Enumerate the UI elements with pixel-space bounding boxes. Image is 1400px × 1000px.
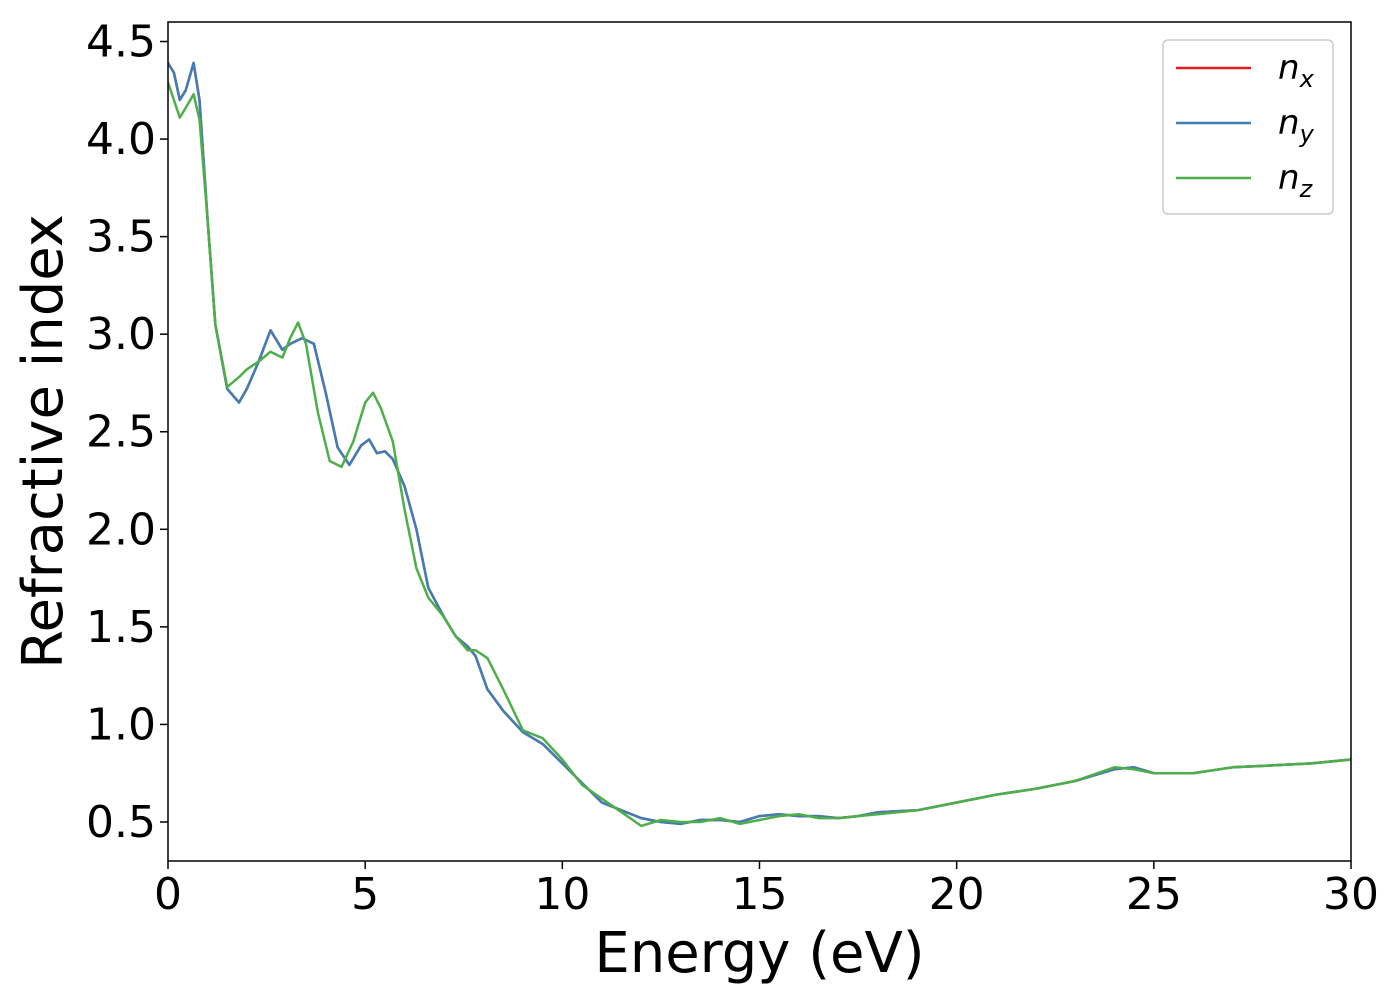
- legend-label-main: n: [1278, 158, 1300, 198]
- y-axis-title: Refractive index: [11, 214, 76, 669]
- y-tick-label: 4.5: [86, 17, 156, 68]
- x-tick-label: 10: [534, 869, 590, 920]
- legend-label-sub: z: [1299, 175, 1314, 203]
- x-tick-label: 25: [1126, 869, 1182, 920]
- y-tick-label: 0.5: [86, 797, 156, 848]
- y-tick-label: 4.0: [86, 114, 156, 165]
- y-tick-label: 2.5: [86, 407, 156, 458]
- legend-label-main: n: [1278, 103, 1300, 143]
- legend-label-sub: x: [1299, 65, 1315, 93]
- series-layer: [168, 61, 1351, 828]
- y-tick-label: 3.0: [86, 309, 156, 360]
- x-tick-label: 15: [732, 869, 788, 920]
- x-tick-label: 30: [1323, 869, 1379, 920]
- x-tick-label: 5: [351, 869, 379, 920]
- x-tick-label: 0: [154, 869, 182, 920]
- legend-frame: [1162, 39, 1334, 215]
- x-axis-title: Energy (eV): [594, 921, 924, 986]
- series-line-z: [168, 81, 1351, 828]
- legend-label-x: nx: [1278, 48, 1315, 93]
- x-axis: 0 5 10 15 20 25 30: [154, 861, 1379, 920]
- y-axis: 0.5 1.0 1.5 2.0 2.5 3.0 3.5 4.0 4.5: [86, 17, 168, 848]
- y-tick-label: 1.5: [86, 602, 156, 653]
- legend-label-main: n: [1278, 48, 1300, 88]
- y-tick-label: 1.0: [86, 699, 156, 750]
- legend-label-y: ny: [1278, 103, 1315, 148]
- y-tick-label: 2.0: [86, 504, 156, 555]
- legend-label-z: nz: [1278, 158, 1314, 203]
- x-tick-label: 20: [929, 869, 985, 920]
- y-tick-label: 3.5: [86, 212, 156, 263]
- legend-label-sub: y: [1299, 120, 1315, 148]
